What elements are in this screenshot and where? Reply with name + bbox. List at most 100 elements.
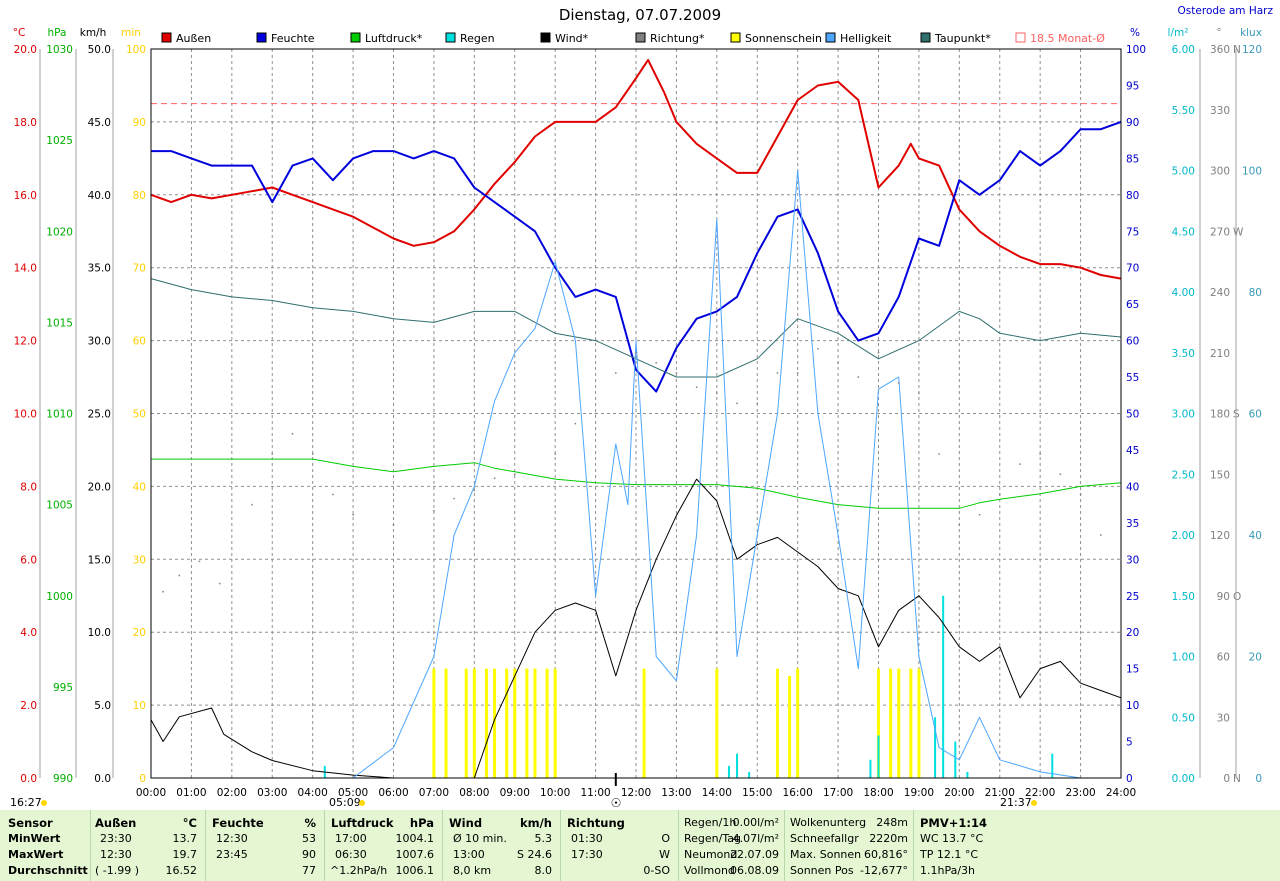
richtung-min-value: O: [661, 832, 670, 845]
klux-tick: 40: [1249, 530, 1262, 542]
x-tick-label: 23:00: [1065, 787, 1095, 799]
legend-swatch: [1015, 32, 1026, 43]
sunshine-bar: [513, 668, 517, 778]
x-tick-label: 01:00: [176, 787, 206, 799]
klux-tick: 120: [1242, 44, 1262, 56]
wind-row1-value: 5.3: [534, 832, 553, 845]
sun-tick: 0: [139, 773, 146, 785]
direction-point: [473, 489, 476, 492]
rain-tick: 4.50: [1172, 226, 1195, 238]
wolken-label: Sonnen Pos: [790, 864, 854, 877]
x-tick-label: 00:00: [136, 787, 166, 799]
sunshine-bar: [444, 668, 448, 778]
direction-tick: 330: [1210, 105, 1230, 117]
chart-title: Dienstag, 07.07.2009: [559, 6, 721, 24]
plot-frame: [150, 48, 1122, 779]
direction-point: [178, 574, 181, 577]
x-tick-label: 05:00: [338, 787, 368, 799]
x-tick-label: 22:00: [1025, 787, 1055, 799]
rain-tick: 2.50: [1172, 469, 1195, 481]
rain-bar: [727, 765, 730, 778]
humidity-tick: 35: [1126, 518, 1139, 530]
direction-point: [271, 453, 273, 455]
direction-point: [433, 509, 435, 512]
series-line-taupunkt: [150, 278, 1122, 378]
direction-point: [574, 422, 577, 425]
wind-tick: 0.0: [94, 773, 111, 785]
wind-tick: 35.0: [88, 263, 111, 275]
pressure-tick: 995: [53, 682, 73, 694]
pmv-row: TP 12.1 °C: [920, 848, 979, 861]
direction-point: [675, 372, 678, 374]
humidity-tick: 40: [1126, 481, 1139, 493]
direction-point: [218, 582, 221, 585]
klux-tick: 0: [1255, 773, 1262, 785]
direction-tick: 60: [1217, 652, 1230, 664]
chart-grid: [151, 49, 1121, 778]
wind-tick: 40.0: [88, 190, 111, 202]
sun-tick: 50: [133, 409, 146, 421]
stats-regen: Regen/1h 0.00l/m² Regen/Tag 4.07l/m² Neu…: [679, 810, 785, 881]
x-tick-label: 17:00: [823, 787, 853, 799]
direction-letter: W: [1233, 226, 1244, 238]
richtung-avg-value: 0-SO: [643, 864, 670, 877]
x-tick-label: 24:00: [1106, 787, 1136, 799]
sunshine-bar: [897, 668, 901, 778]
sunshine-bar: [788, 675, 792, 778]
humidity-tick: 75: [1126, 226, 1139, 238]
pressure-tick: 1000: [46, 591, 73, 603]
humidity-tick: 65: [1126, 299, 1139, 311]
legend-swatch: [635, 32, 646, 43]
temp-tick: 8.0: [20, 481, 37, 493]
rain-bar: [748, 771, 751, 778]
pmv-heading: PMV+1:14: [920, 816, 988, 830]
luftdruck-unit: hPa: [409, 816, 434, 830]
sunshine-bar: [432, 668, 436, 778]
direction-tick: 360: [1210, 44, 1230, 56]
x-tick-label: 02:00: [217, 787, 247, 799]
rain-tick: 2.00: [1172, 530, 1195, 542]
direction-point: [1039, 453, 1041, 455]
x-tick-label: 07:00: [419, 787, 449, 799]
direction-point: [857, 376, 860, 378]
noon-marker: ☉: [611, 796, 622, 810]
feuchte-heading: Feuchte: [212, 816, 264, 830]
station-name: Osterode am Harz: [1178, 5, 1274, 17]
direction-point: [655, 362, 657, 364]
direction-point: [938, 453, 940, 455]
wind-tick: 30.0: [88, 336, 111, 348]
pressure-tick: 1005: [46, 500, 73, 512]
rain-tick: 5.00: [1172, 166, 1195, 178]
unit-label: km/h: [80, 27, 107, 39]
feuchte-unit: %: [304, 816, 316, 830]
humidity-tick: 60: [1126, 336, 1139, 348]
sun-tick: 70: [133, 263, 146, 275]
x-tick-labels: 00:00 01:00 02:00 03:00 04:00 05:00 06:00 07:00…: [136, 787, 1136, 799]
direction-point: [918, 392, 920, 394]
humidity-tick: 50: [1126, 409, 1139, 421]
luftdruck-trend: ^1.2hPa/h: [330, 864, 388, 877]
aussen-unit: °C: [182, 816, 197, 830]
row-label: MaxWert: [8, 848, 64, 861]
wind-max-time: 13:00: [453, 848, 485, 861]
humidity-tick: 25: [1126, 591, 1139, 603]
temp-tick: 18.0: [14, 117, 37, 129]
luftdruck-min-value: 1004.1: [395, 832, 435, 845]
humidity-tick: 80: [1126, 190, 1139, 202]
rain-tick: 3.00: [1172, 409, 1195, 421]
sunshine-bar: [553, 668, 557, 778]
direction-letter: N: [1233, 44, 1241, 56]
direction-letter: O: [1233, 591, 1241, 603]
aussen-avg-value: 16.52: [165, 864, 198, 877]
direction-point: [817, 347, 819, 350]
humidity-tick: 30: [1126, 554, 1139, 566]
sunset-label: 21:37: [1000, 796, 1032, 809]
chart-bars: [323, 595, 1054, 778]
direction-point: [999, 493, 1001, 496]
wind-tick: 20.0: [88, 481, 111, 493]
wind-avg-value: 8.0: [534, 864, 553, 877]
direction-point: [877, 352, 880, 354]
direction-point: [615, 372, 617, 374]
unit-label: l/m²: [1168, 27, 1189, 39]
klux-tick: 80: [1249, 287, 1262, 299]
